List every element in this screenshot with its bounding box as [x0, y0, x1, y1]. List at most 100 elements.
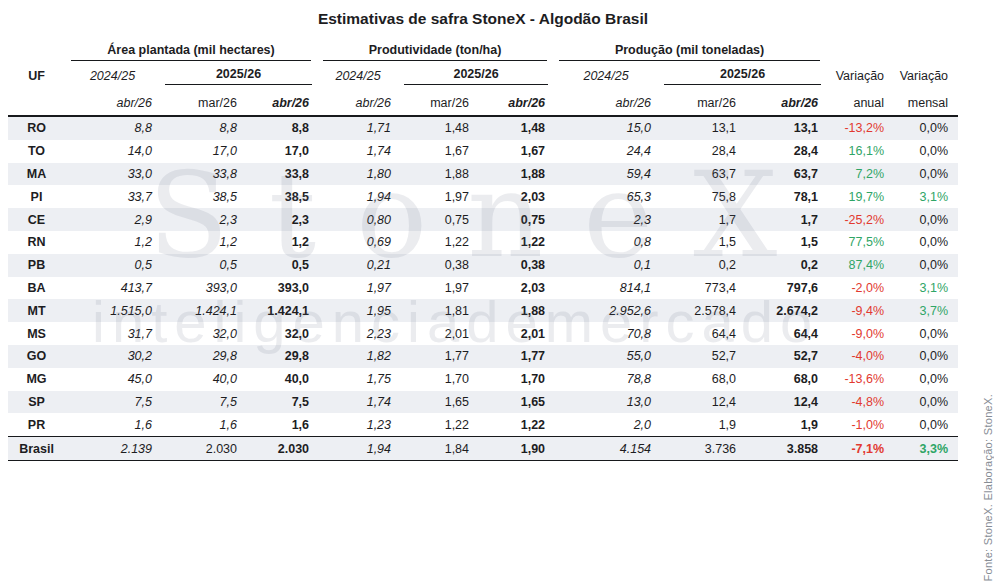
table-body: RO8,88,88,81,711,481,4815,013,113,1-13,2…	[8, 116, 958, 460]
value-cell: 68,0	[659, 368, 744, 391]
value-cell: 30,2	[65, 345, 160, 368]
value-cell: 38,5	[160, 185, 245, 208]
season-prev-producao: 2024/25	[553, 61, 659, 90]
value-cell: 13,1	[659, 116, 744, 140]
value-cell: 7,5	[245, 391, 317, 414]
value-cell: 3.858	[744, 437, 826, 461]
value-cell: 33,8	[245, 163, 317, 186]
value-cell: 63,7	[744, 163, 826, 186]
value-cell: 1,88	[477, 299, 553, 322]
value-cell: 0,38	[477, 254, 553, 277]
variacao-mensal-cell: 0,0%	[894, 116, 958, 140]
table-row: PR1,61,61,61,231,221,222,01,91,9-1,0%0,0…	[8, 413, 958, 436]
table-row: SP7,57,57,51,741,651,6513,012,412,4-4,8%…	[8, 391, 958, 414]
value-cell: 1.424,1	[160, 299, 245, 322]
value-cell: 2,0	[553, 413, 659, 436]
value-cell: 1,67	[477, 140, 553, 163]
value-cell: 45,0	[65, 368, 160, 391]
value-cell: 773,4	[659, 277, 744, 300]
table-row: PB0,50,50,50,210,380,380,10,20,287,4%0,0…	[8, 254, 958, 277]
season-prev-produtividade: 2024/25	[317, 61, 399, 90]
value-cell: 0,75	[399, 208, 477, 231]
value-cell: 1,22	[477, 413, 553, 436]
sub-header-abr26-area: abr/26	[245, 90, 317, 116]
value-cell: 68,0	[744, 368, 826, 391]
value-cell: 1,9	[744, 413, 826, 436]
value-cell: 3.736	[659, 437, 744, 461]
value-cell: 28,4	[659, 140, 744, 163]
variacao-mensal-cell: 3,3%	[894, 437, 958, 461]
value-cell: 1,94	[317, 437, 399, 461]
variacao-anual-cell: -9,4%	[826, 299, 894, 322]
group-header-produtividade: Produtividade (ton/ha)	[317, 38, 553, 61]
value-cell: 1,23	[317, 413, 399, 436]
value-cell: 1,70	[477, 368, 553, 391]
sub-header-mar26-producao: mar/26	[659, 90, 744, 116]
variacao-anual-header-line1: Variação	[826, 61, 894, 90]
value-cell: 4.154	[553, 437, 659, 461]
value-cell: 12,4	[744, 391, 826, 414]
variacao-anual-cell: -13,6%	[826, 368, 894, 391]
value-cell: 797,6	[744, 277, 826, 300]
sub-header-abr26-prev-produtividade: abr/26	[317, 90, 399, 116]
variacao-mensal-cell: 3,1%	[894, 185, 958, 208]
value-cell: 64,4	[744, 322, 826, 345]
row-label: CE	[8, 208, 65, 231]
table-row: MT1.515,01.424,11.424,11,951,811,882.952…	[8, 299, 958, 322]
row-label: MG	[8, 368, 65, 391]
value-cell: 13,1	[744, 116, 826, 140]
value-cell: 7,5	[65, 391, 160, 414]
value-cell: 75,8	[659, 185, 744, 208]
value-cell: 31,7	[65, 322, 160, 345]
variacao-anual-cell: 77,5%	[826, 231, 894, 254]
value-cell: 0,69	[317, 231, 399, 254]
month-header-row: abr/26 mar/26 abr/26 abr/26 mar/26 abr/2…	[8, 90, 958, 116]
value-cell: 2,01	[477, 322, 553, 345]
value-cell: 1,48	[399, 116, 477, 140]
value-cell: 33,7	[65, 185, 160, 208]
table-row: MS31,732,032,02,232,012,0170,864,464,4-9…	[8, 322, 958, 345]
value-cell: 1,2	[160, 231, 245, 254]
variacao-mensal-cell: 0,0%	[894, 163, 958, 186]
value-cell: 1,22	[477, 231, 553, 254]
variacao-anual-cell: 87,4%	[826, 254, 894, 277]
value-cell: 1.424,1	[245, 299, 317, 322]
value-cell: 2,03	[477, 185, 553, 208]
value-cell: 814,1	[553, 277, 659, 300]
season-curr-area: 2025/26	[160, 61, 317, 90]
value-cell: 2,9	[65, 208, 160, 231]
value-cell: 65,3	[553, 185, 659, 208]
variacao-mensal-cell: 0,0%	[894, 231, 958, 254]
value-cell: 78,1	[744, 185, 826, 208]
value-cell: 52,7	[659, 345, 744, 368]
value-cell: 0,5	[245, 254, 317, 277]
value-cell: 2,01	[399, 322, 477, 345]
variacao-anual-cell: 19,7%	[826, 185, 894, 208]
value-cell: 59,4	[553, 163, 659, 186]
value-cell: 40,0	[245, 368, 317, 391]
value-cell: 2,23	[317, 322, 399, 345]
safra-table: Área plantada (mil hectares) Produtivida…	[8, 38, 958, 461]
sub-header-abr26-prev-area: abr/26	[65, 90, 160, 116]
season-header-row: UF 2024/25 2025/26 2024/25 2025/26 2024/…	[8, 61, 958, 90]
value-cell: 1,7	[744, 208, 826, 231]
value-cell: 1,22	[399, 413, 477, 436]
value-cell: 1,5	[744, 231, 826, 254]
value-cell: 1,88	[399, 163, 477, 186]
variacao-anual-cell: -25,2%	[826, 208, 894, 231]
total-row: Brasil2.1392.0302.0301,941,841,904.1543.…	[8, 437, 958, 461]
table-row: MA33,033,833,81,801,881,8859,463,763,77,…	[8, 163, 958, 186]
variacao-anual-cell: -2,0%	[826, 277, 894, 300]
group-header-area: Área plantada (mil hectares)	[65, 38, 317, 61]
value-cell: 40,0	[160, 368, 245, 391]
value-cell: 0,2	[659, 254, 744, 277]
value-cell: 28,4	[744, 140, 826, 163]
value-cell: 2.139	[65, 437, 160, 461]
variacao-mensal-cell: 0,0%	[894, 345, 958, 368]
value-cell: 0,80	[317, 208, 399, 231]
value-cell: 13,0	[553, 391, 659, 414]
variacao-mensal-header-line1: Variação	[894, 61, 958, 90]
row-label: RO	[8, 116, 65, 140]
season-prev-area: 2024/25	[65, 61, 160, 90]
row-label: GO	[8, 345, 65, 368]
